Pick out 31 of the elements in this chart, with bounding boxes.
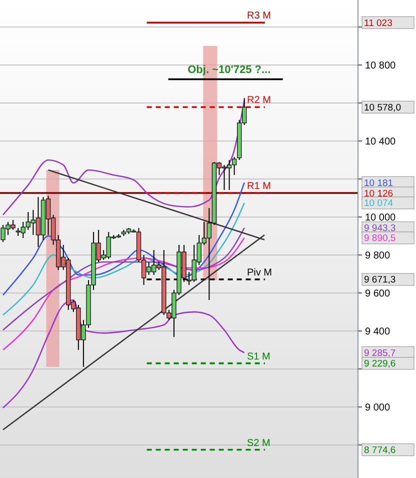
line-series bbox=[2, 299, 246, 409]
text: 9 943,3 bbox=[364, 223, 396, 234]
y-tick-label: 10 000 bbox=[365, 212, 396, 224]
ref-line-label: R3 M bbox=[247, 10, 271, 22]
line-series bbox=[2, 182, 246, 296]
text: 8 774,6 bbox=[364, 445, 396, 456]
text: 10 181 bbox=[364, 178, 394, 189]
text: 11 023 bbox=[364, 18, 392, 29]
ref-line-label: R1 M bbox=[247, 181, 271, 192]
line-series bbox=[2, 202, 246, 316]
line-series bbox=[2, 227, 246, 331]
ref-line-label: S1 M bbox=[247, 351, 270, 362]
y-tick-label: 10 400 bbox=[365, 136, 396, 148]
line-series bbox=[2, 99, 246, 216]
text: 9 229,6 bbox=[364, 358, 396, 370]
text: 10 126 bbox=[364, 188, 394, 200]
text: 10 074 bbox=[364, 198, 394, 210]
y-tick-label: 9 000 bbox=[365, 402, 390, 414]
ref-line-label: R2 M bbox=[247, 95, 271, 106]
annotation: Obj. ~10'725 ?... bbox=[188, 64, 271, 76]
text: 10 578,0 bbox=[364, 102, 401, 114]
line-series bbox=[2, 237, 246, 351]
text: 9 890,5 bbox=[364, 233, 396, 244]
y-tick-label: 9 400 bbox=[365, 326, 390, 338]
text: 9 285,7 bbox=[364, 348, 396, 359]
ref-line-label: Piv M bbox=[247, 267, 272, 278]
y-tick-label: 10 800 bbox=[365, 60, 396, 72]
y-tick-label: 9 800 bbox=[365, 250, 390, 262]
ref-line-label: S2 M bbox=[247, 438, 270, 449]
y-tick-label: 9 600 bbox=[365, 288, 390, 300]
text: 9 671,3 bbox=[364, 274, 396, 286]
